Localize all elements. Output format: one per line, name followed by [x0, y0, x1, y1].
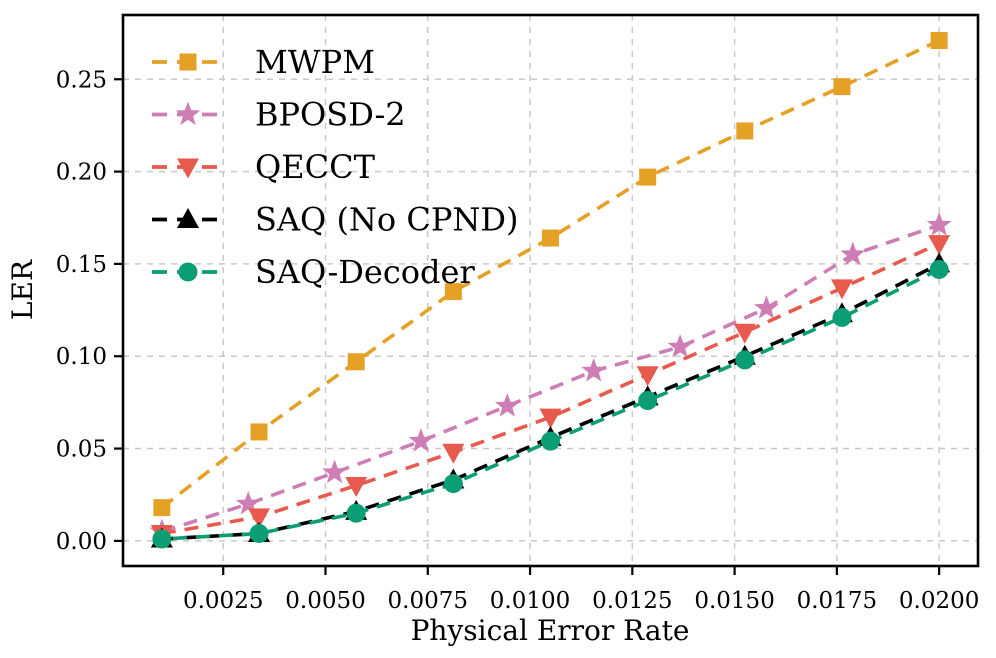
- axes-frame: [121, 13, 980, 568]
- series-marker-bposd-2-7: [754, 295, 779, 319]
- legend-item-saq-decoder: SAQ-Decoder: [152, 253, 475, 291]
- legend: MWPM BPOSD-2 QECCT SAQ (No CPND) SAQ-Decoder: [152, 43, 519, 291]
- legend-item-saq-no-cpnd: SAQ (No CPND): [152, 201, 519, 239]
- series-saq-no-cpnd: [150, 252, 951, 548]
- grid-layer: [123, 15, 978, 566]
- series-marker-qecct-4: [539, 408, 562, 429]
- legend-item-mwpm: MWPM: [152, 43, 375, 81]
- series-marker-mwpm-2: [347, 353, 365, 371]
- series-marker-bposd-2-4: [494, 393, 520, 417]
- y-tick-label-1: 0.05: [56, 437, 107, 463]
- series-marker-qecct-3: [442, 443, 465, 464]
- legend-label-bposd-2: BPOSD-2: [255, 96, 406, 134]
- series-marker-bposd-2-1: [235, 490, 261, 515]
- series-marker-saq-decoder-5: [638, 391, 658, 411]
- legend-label-saq-decoder: SAQ-Decoder: [255, 253, 475, 291]
- legend-marker-bposd-2: [175, 101, 201, 126]
- series-marker-saq-decoder-8: [929, 259, 949, 279]
- series-marker-qecct-2: [345, 476, 368, 497]
- series-marker-saq-decoder-3: [443, 474, 463, 494]
- legend-label-saq-no-cpnd: SAQ (No CPND): [255, 201, 519, 239]
- series-marker-bposd-2-3: [408, 428, 434, 452]
- series-line-saq-no-cpnd: [161, 262, 940, 541]
- series-marker-saq-decoder-0: [152, 529, 172, 549]
- series-saq-decoder: [152, 259, 949, 549]
- legend-label-qecct: QECCT: [255, 148, 376, 186]
- x-tick-label-7: 0.0200: [899, 588, 979, 614]
- y-tick-label-3: 0.15: [56, 252, 107, 278]
- legend-marker-mwpm: [179, 53, 197, 71]
- series-marker-mwpm-3: [444, 283, 462, 301]
- series-marker-mwpm-0: [153, 499, 171, 517]
- series-marker-mwpm-5: [639, 168, 657, 186]
- series-line-bposd-2: [161, 223, 940, 534]
- legend-item-qecct: QECCT: [152, 148, 376, 186]
- y-tick-label-4: 0.20: [56, 160, 107, 186]
- series-marker-bposd-2-2: [322, 459, 347, 484]
- series-marker-qecct-5: [636, 366, 659, 387]
- series-marker-saq-decoder-1: [249, 524, 269, 544]
- legend-label-mwpm: MWPM: [255, 43, 375, 81]
- series-layer: [149, 31, 952, 549]
- series-marker-qecct-6: [733, 323, 756, 344]
- legend-marker-qecct: [177, 158, 199, 179]
- x-tick-label-5: 0.0150: [694, 588, 774, 614]
- axes-layer: [114, 13, 980, 575]
- legend-marker-saq-no-cpnd: [177, 208, 199, 228]
- y-tick-label-5: 0.25: [56, 67, 107, 93]
- legend-item-bposd-2: BPOSD-2: [152, 96, 406, 134]
- x-tick-label-3: 0.0100: [490, 588, 570, 614]
- series-marker-saq-decoder-2: [346, 503, 366, 523]
- series-marker-saq-decoder-6: [735, 350, 755, 370]
- series-marker-bposd-2-8: [840, 241, 866, 266]
- tick-label-layer: 0.0025 0.0050 0.0075 0.0100 0.0125 0.0150 0.01…: [56, 67, 980, 614]
- y-tick-label-2: 0.10: [56, 344, 107, 370]
- series-marker-bposd-2-9: [926, 212, 952, 236]
- legend-marker-saq-decoder: [178, 262, 198, 282]
- series-marker-qecct-1: [248, 508, 271, 529]
- series-marker-bposd-2-5: [581, 358, 607, 382]
- series-mwpm: [153, 31, 948, 517]
- series-marker-qecct-7: [830, 279, 853, 300]
- x-tick-label-4: 0.0125: [592, 588, 672, 614]
- x-axis-label: Physical Error Rate: [411, 614, 690, 647]
- series-marker-mwpm-7: [833, 78, 851, 96]
- series-marker-mwpm-8: [930, 31, 948, 49]
- y-tick-label-0: 0.00: [56, 529, 107, 555]
- series-marker-mwpm-1: [250, 423, 268, 441]
- x-tick-label-0: 0.0025: [183, 588, 263, 614]
- series-marker-mwpm-6: [736, 122, 754, 140]
- x-tick-label-1: 0.0050: [285, 588, 365, 614]
- series-line-saq-decoder: [161, 267, 940, 541]
- y-axis-label: LER: [6, 259, 39, 320]
- series-marker-saq-decoder-7: [832, 307, 852, 327]
- series-marker-bposd-2-6: [667, 334, 693, 358]
- x-tick-label-2: 0.0075: [388, 588, 468, 614]
- series-marker-qecct-8: [928, 235, 951, 256]
- x-tick-label-6: 0.0175: [797, 588, 877, 614]
- series-marker-saq-decoder-4: [541, 431, 560, 451]
- series-marker-mwpm-4: [542, 229, 559, 247]
